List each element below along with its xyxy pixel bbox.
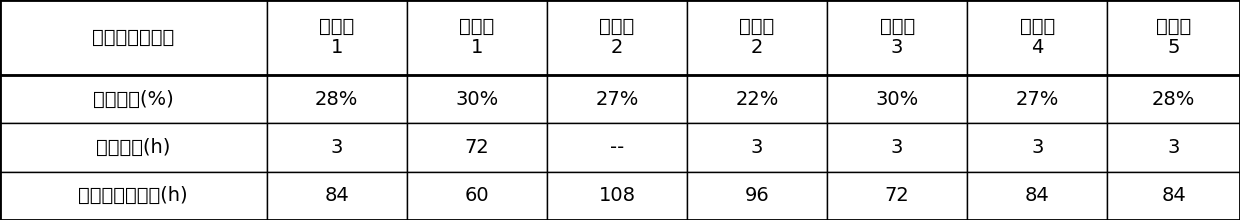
- Text: 30%: 30%: [875, 90, 919, 108]
- Text: 27%: 27%: [595, 90, 639, 108]
- Text: 72: 72: [885, 186, 909, 205]
- Bar: [267, 172, 407, 220]
- Bar: [547, 123, 687, 172]
- Text: 对比例: 对比例: [459, 17, 495, 37]
- Text: 2: 2: [611, 38, 622, 57]
- Text: 22%: 22%: [735, 90, 779, 108]
- Text: 实施例: 实施例: [739, 17, 775, 37]
- Text: 液化周期(h): 液化周期(h): [97, 138, 170, 157]
- Bar: [547, 172, 687, 220]
- Text: 84: 84: [1162, 186, 1185, 205]
- Bar: [827, 172, 967, 220]
- Bar: [967, 123, 1107, 172]
- Bar: [547, 75, 687, 123]
- Text: 实施例或对比例: 实施例或对比例: [92, 28, 175, 47]
- Text: 3: 3: [892, 138, 903, 157]
- Text: 27%: 27%: [1016, 90, 1059, 108]
- Bar: [267, 123, 407, 172]
- Bar: [687, 123, 827, 172]
- Text: 实施例: 实施例: [319, 17, 355, 37]
- Text: 60: 60: [465, 186, 489, 205]
- Bar: [687, 75, 827, 123]
- Text: 72: 72: [465, 138, 489, 157]
- Text: --: --: [610, 138, 624, 157]
- Bar: [967, 172, 1107, 220]
- Bar: [827, 0, 967, 75]
- Text: 同步糖化发酵周(h): 同步糖化发酵周(h): [78, 186, 188, 205]
- Text: 3: 3: [331, 138, 342, 157]
- Text: 3: 3: [1032, 138, 1043, 157]
- Bar: [687, 172, 827, 220]
- Bar: [0, 172, 267, 220]
- Bar: [1107, 172, 1240, 220]
- Text: 108: 108: [599, 186, 635, 205]
- Text: 1: 1: [471, 38, 482, 57]
- Text: 1: 1: [331, 38, 342, 57]
- Text: 5: 5: [1167, 38, 1180, 57]
- Text: 30%: 30%: [455, 90, 498, 108]
- Bar: [0, 123, 267, 172]
- Text: 3: 3: [1168, 138, 1179, 157]
- Text: 3: 3: [892, 38, 903, 57]
- Bar: [687, 0, 827, 75]
- Bar: [407, 75, 547, 123]
- Bar: [1107, 123, 1240, 172]
- Bar: [967, 75, 1107, 123]
- Text: 28%: 28%: [1152, 90, 1195, 108]
- Bar: [1107, 75, 1240, 123]
- Text: 3: 3: [751, 138, 763, 157]
- Bar: [827, 123, 967, 172]
- Bar: [967, 0, 1107, 75]
- Bar: [407, 172, 547, 220]
- Text: 84: 84: [1025, 186, 1049, 205]
- Text: 实施例: 实施例: [879, 17, 915, 37]
- Text: 28%: 28%: [315, 90, 358, 108]
- Bar: [267, 75, 407, 123]
- Text: 实施例: 实施例: [1156, 17, 1192, 37]
- Text: 乙醇产率(%): 乙醇产率(%): [93, 90, 174, 108]
- Bar: [407, 123, 547, 172]
- Bar: [0, 0, 267, 75]
- Text: 实施例: 实施例: [1019, 17, 1055, 37]
- Bar: [827, 75, 967, 123]
- Bar: [0, 75, 267, 123]
- Bar: [1107, 0, 1240, 75]
- Text: 84: 84: [325, 186, 348, 205]
- Text: 4: 4: [1032, 38, 1043, 57]
- Bar: [547, 0, 687, 75]
- Text: 2: 2: [751, 38, 763, 57]
- Text: 对比例: 对比例: [599, 17, 635, 37]
- Text: 96: 96: [745, 186, 769, 205]
- Bar: [267, 0, 407, 75]
- Bar: [407, 0, 547, 75]
